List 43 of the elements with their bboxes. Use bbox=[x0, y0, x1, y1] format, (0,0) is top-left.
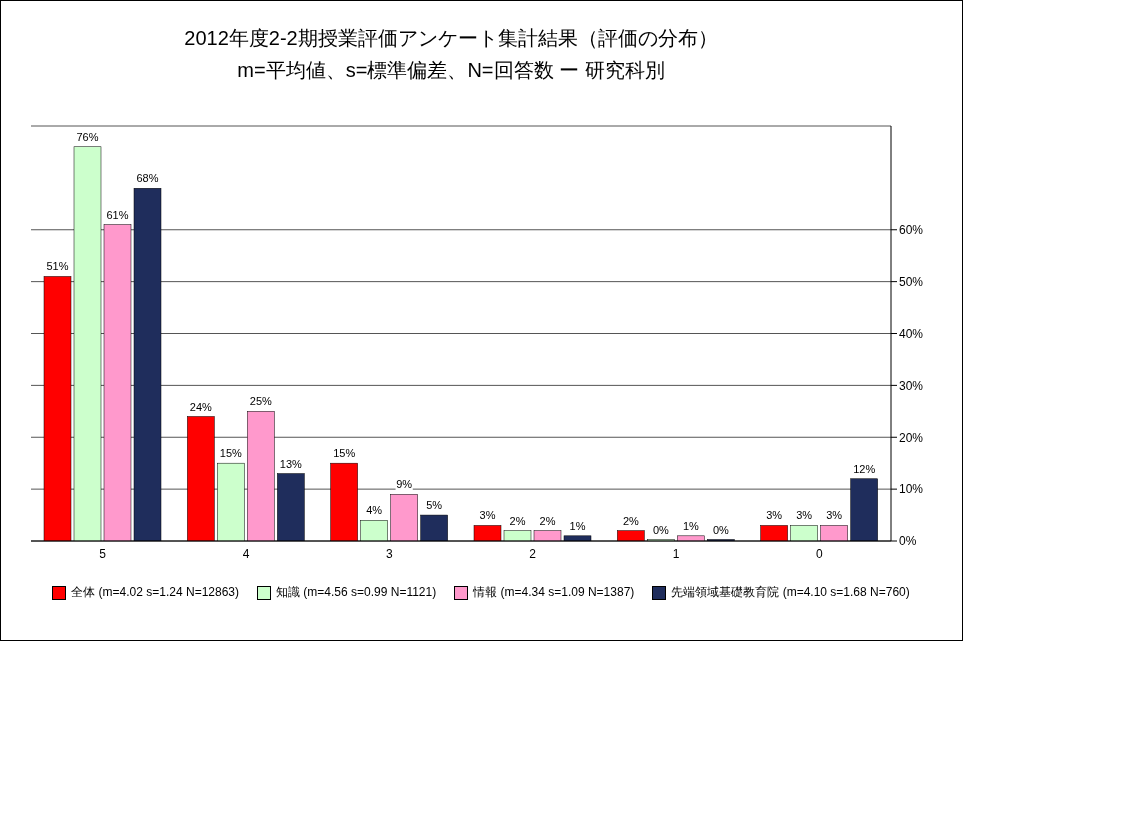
data-label: 3% bbox=[766, 509, 783, 522]
data-label: 3% bbox=[826, 509, 843, 522]
legend-label: 先端領域基礎教育院 (m=4.10 s=1.68 N=760) bbox=[671, 584, 910, 601]
data-label: 25% bbox=[249, 395, 273, 408]
data-label: 13% bbox=[279, 457, 303, 470]
y-tick-label: 30% bbox=[899, 378, 924, 393]
chart-title: 2012年度2-2期授業評価アンケート集計結果（評価の分布） bbox=[183, 26, 719, 51]
legend-label: 全体 (m=4.02 s=1.24 N=12863) bbox=[71, 584, 240, 601]
y-tick-label: 20% bbox=[899, 430, 924, 445]
data-label: 5% bbox=[426, 499, 443, 512]
data-label: 0% bbox=[712, 523, 729, 536]
x-tick-label: 1 bbox=[672, 546, 680, 561]
data-label: 2% bbox=[539, 514, 556, 527]
x-tick-label: 3 bbox=[385, 546, 393, 561]
data-label: 0% bbox=[652, 523, 669, 536]
data-label: 24% bbox=[189, 400, 213, 413]
data-label: 76% bbox=[76, 130, 99, 143]
chart-subtitle: m=平均値、s=標準偏差、N=回答数 ー 研究科別 bbox=[236, 58, 666, 83]
data-label: 12% bbox=[853, 462, 876, 475]
data-label: 9% bbox=[396, 478, 413, 491]
data-label: 15% bbox=[219, 447, 243, 460]
y-tick-label: 10% bbox=[899, 482, 924, 497]
data-label: 1% bbox=[569, 519, 586, 532]
data-label: 3% bbox=[796, 509, 813, 522]
data-label: 51% bbox=[46, 260, 69, 273]
x-tick-label: 0 bbox=[815, 546, 823, 561]
legend-label: 知識 (m=4.56 s=0.99 N=1121) bbox=[276, 584, 437, 601]
y-tick-label: 60% bbox=[899, 223, 924, 238]
data-label: 2% bbox=[509, 514, 526, 527]
data-label: 2% bbox=[622, 514, 639, 527]
y-tick-label: 50% bbox=[899, 274, 924, 289]
data-label: 1% bbox=[682, 519, 699, 532]
x-tick-label: 2 bbox=[529, 546, 537, 561]
x-tick-label: 5 bbox=[99, 546, 107, 561]
x-tick-label: 4 bbox=[242, 546, 250, 561]
data-label: 15% bbox=[333, 447, 356, 460]
y-tick-label: 40% bbox=[899, 326, 924, 341]
data-label: 3% bbox=[479, 509, 496, 522]
data-label: 4% bbox=[366, 504, 383, 517]
legend-label: 情報 (m=4.34 s=1.09 N=1387) bbox=[473, 584, 635, 601]
data-label: 61% bbox=[106, 208, 129, 221]
data-label: 68% bbox=[136, 172, 159, 185]
y-tick-label: 0% bbox=[899, 534, 917, 549]
